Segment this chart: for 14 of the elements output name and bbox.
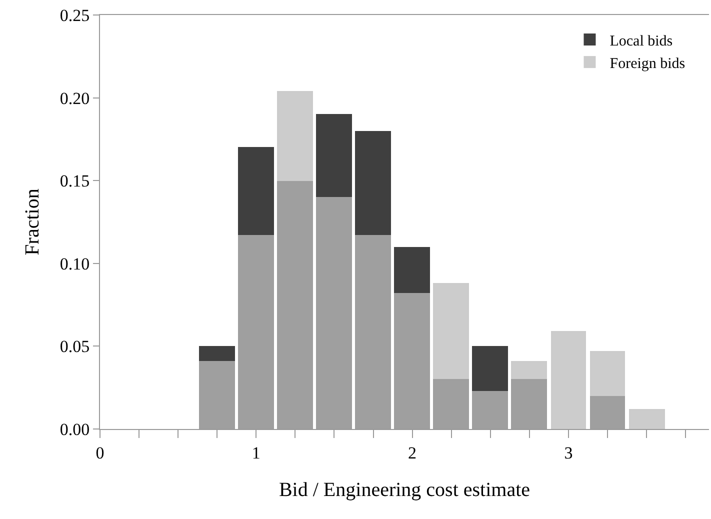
y-tick-label: 0.20 bbox=[60, 88, 90, 108]
y-tick-label: 0.25 bbox=[60, 6, 90, 25]
x-tick-label: 1 bbox=[252, 443, 260, 462]
x-tick-label: 2 bbox=[408, 443, 417, 462]
x-tick-label: 0 bbox=[96, 443, 104, 462]
y-axis-title: Fraction bbox=[21, 188, 44, 256]
y-tick-label: 0.05 bbox=[60, 337, 90, 356]
y-tick-label: 0.10 bbox=[60, 254, 90, 274]
x-tick-label: 3 bbox=[564, 443, 573, 462]
legend-label: Foreign bids bbox=[610, 56, 686, 72]
legend-label: Local bids bbox=[610, 33, 673, 50]
y-tick-label: 0.15 bbox=[60, 172, 90, 191]
x-axis-title: Bid / Engineering cost estimate bbox=[278, 478, 530, 501]
y-tick-label: 0.00 bbox=[60, 420, 90, 439]
